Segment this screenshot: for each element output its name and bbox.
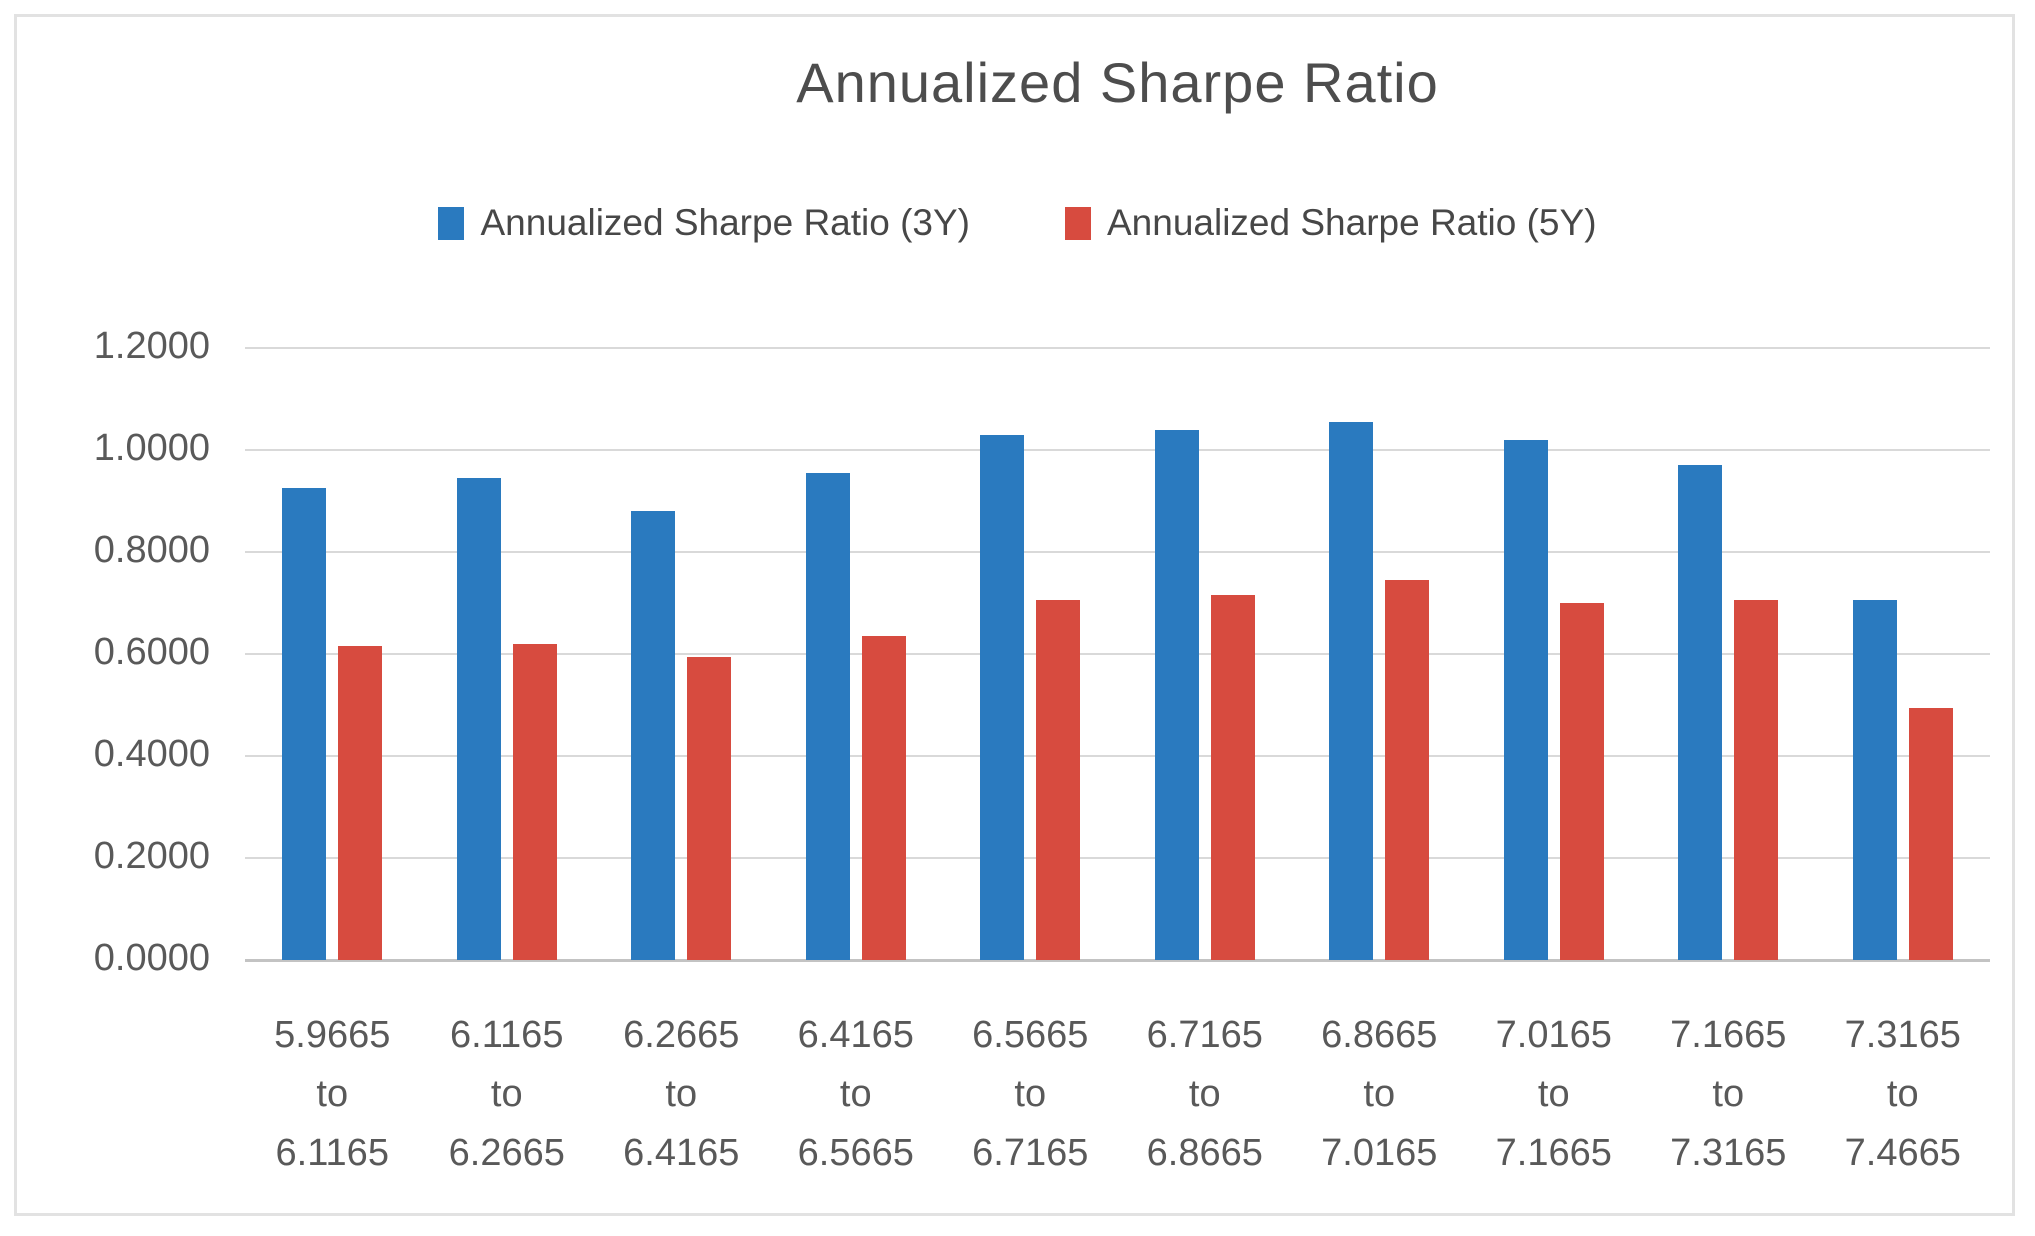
y-tick-label: 0.2000 [93,835,210,877]
legend-item-3y: Annualized Sharpe Ratio (3Y) [438,202,970,244]
legend: Annualized Sharpe Ratio (3Y) Annualized … [0,202,2035,244]
legend-label-3y: Annualized Sharpe Ratio (3Y) [480,202,970,243]
bar-3y [282,488,327,960]
x-category-label: 7.3165 to 7.4665 [1844,1014,1961,1174]
x-category-label: 6.1165 to 6.2665 [448,1014,565,1174]
x-category-label: 6.2665 to 6.4165 [623,1014,740,1174]
gridline [245,857,1990,859]
bar-3y [1503,439,1548,960]
x-category-label: 7.0165 to 7.1665 [1495,1014,1612,1174]
gridline [245,755,1990,757]
bar-3y [1154,429,1199,960]
bar-5y [1734,600,1779,960]
bar-5y [338,646,383,960]
x-category-label: 6.5665 to 6.7165 [972,1014,1089,1174]
chart-title: Annualized Sharpe Ratio [796,51,1439,114]
bar-5y [512,643,557,960]
bar-3y [631,511,676,960]
y-tick-label: 0.6000 [93,631,210,673]
y-tick-label: 1.0000 [93,427,210,469]
legend-swatch-5y-icon [1065,206,1091,240]
x-category-label: 6.4165 to 6.5665 [797,1014,914,1174]
legend-label-5y: Annualized Sharpe Ratio (5Y) [1107,202,1597,243]
bar-3y [805,472,850,960]
y-tick-label: 1.2000 [93,325,210,367]
bar-3y [980,434,1025,960]
gridline [245,653,1990,655]
bar-5y [1036,600,1081,960]
y-tick-label: 0.8000 [93,529,210,571]
x-category-label: 5.9665 to 6.1165 [274,1014,391,1174]
y-tick-label: 0.4000 [93,733,210,775]
bar-5y [1908,707,1953,960]
bar-5y [1559,603,1604,960]
gridline [245,449,1990,451]
y-tick-label: 0.0000 [93,937,210,979]
bar-5y [861,636,906,960]
bar-5y [687,656,732,960]
bar-5y [1385,580,1430,960]
bar-5y [1210,595,1255,960]
x-category-label: 7.1665 to 7.3165 [1670,1014,1787,1174]
legend-item-5y: Annualized Sharpe Ratio (5Y) [1065,202,1597,244]
x-category-label: 6.7165 to 6.8665 [1146,1014,1263,1174]
bar-3y [456,478,501,960]
x-axis-line [245,959,1990,962]
bar-3y [1329,421,1374,960]
x-category-label: 6.8665 to 7.0165 [1321,1014,1438,1174]
bar-3y [1678,465,1723,960]
legend-swatch-3y-icon [438,206,465,240]
gridline [245,551,1990,553]
gridline [245,347,1990,349]
bar-3y [1852,600,1897,960]
